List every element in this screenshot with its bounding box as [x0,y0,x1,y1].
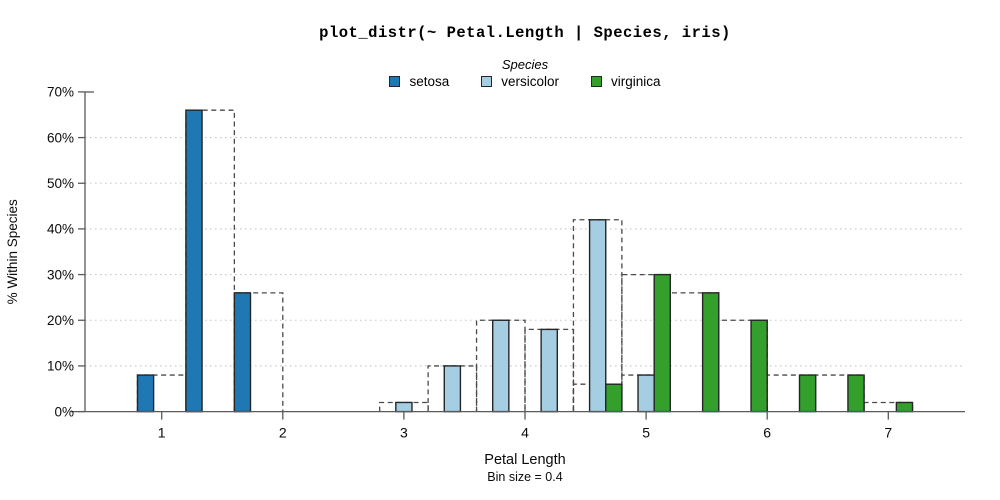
y-tick-label: 60% [47,130,74,145]
x-tick-label: 1 [158,425,166,441]
bar-virginica [798,374,817,413]
x-tick-label: 3 [400,425,408,441]
legend-swatch-setosa [389,76,401,87]
legend-item-virginica: virginica [591,74,661,89]
legend-label-setosa: setosa [409,74,450,89]
bar-virginica [895,401,914,413]
legend-label-versicolor: versicolor [501,74,559,89]
legend-swatch-versicolor [481,76,493,87]
y-tick-label: 20% [47,313,74,328]
legend: Species setosa versicolor virginica [85,58,965,89]
bar-versicolor [637,374,655,413]
x-axis-label: Petal Length [484,452,565,468]
chart-title: plot_distr(~ Petal.Length | Species, iri… [319,24,731,42]
y-tick-label: 10% [47,359,74,374]
bar-versicolor [395,401,413,413]
x-tick-label: 5 [642,425,650,441]
bin-outline-setosa [233,292,284,412]
y-tick-label: 40% [47,222,74,237]
y-tick-label: 70% [47,85,74,100]
bar-virginica [701,292,720,413]
x-tick-label: 6 [763,425,771,441]
legend-title: Species [501,57,549,72]
bar-virginica [750,319,768,413]
y-tick-label: 50% [47,176,74,191]
bar-versicolor [588,219,607,413]
bar-virginica [653,273,672,413]
bar-versicolor [540,328,558,413]
bar-virginica [605,383,623,413]
bar-versicolor [443,365,462,413]
x-tick-label: 4 [521,425,529,441]
x-tick-label: 7 [884,425,892,441]
x-tick-label: 2 [279,425,287,441]
bar-setosa [233,292,252,413]
legend-swatch-virginica [591,76,602,87]
bar-setosa [185,109,203,413]
legend-items: setosa versicolor virginica [85,74,965,89]
y-tick-label: 30% [47,267,74,282]
bar-versicolor [492,319,510,413]
x-axis-sublabel: Bin size = 0.4 [487,470,562,484]
bar-virginica [847,374,865,413]
legend-item-versicolor: versicolor [481,74,559,89]
bar-setosa [136,374,155,413]
y-axis-label: % Within Species [5,199,20,304]
legend-item-setosa: setosa [389,74,449,89]
y-tick-label: 0% [54,404,74,419]
legend-label-virginica: virginica [611,74,661,89]
